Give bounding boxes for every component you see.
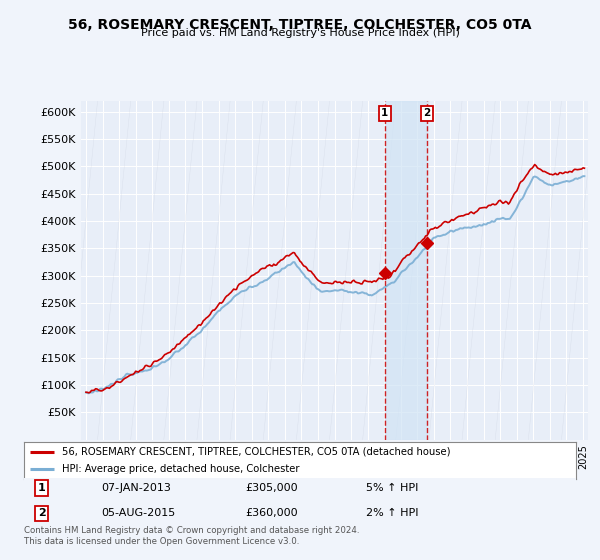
Text: £305,000: £305,000 [245,483,298,493]
Text: 2% ↑ HPI: 2% ↑ HPI [366,508,419,519]
Bar [385,101,427,440]
Text: 05-AUG-2015: 05-AUG-2015 [101,508,176,519]
Text: £360,000: £360,000 [245,508,298,519]
Text: 56, ROSEMARY CRESCENT, TIPTREE, COLCHESTER, CO5 0TA: 56, ROSEMARY CRESCENT, TIPTREE, COLCHEST… [68,18,532,32]
Text: 1: 1 [381,109,388,118]
Text: HPI: Average price, detached house, Colchester: HPI: Average price, detached house, Colc… [62,464,299,474]
Text: 5% ↑ HPI: 5% ↑ HPI [366,483,419,493]
Text: 1: 1 [38,483,46,493]
Text: 56, ROSEMARY CRESCENT, TIPTREE, COLCHESTER, CO5 0TA (detached house): 56, ROSEMARY CRESCENT, TIPTREE, COLCHEST… [62,447,450,457]
Text: Contains HM Land Registry data © Crown copyright and database right 2024.
This d: Contains HM Land Registry data © Crown c… [24,526,359,546]
Text: Price paid vs. HM Land Registry's House Price Index (HPI): Price paid vs. HM Land Registry's House … [140,28,460,38]
Text: 2: 2 [38,508,46,519]
Text: 07-JAN-2013: 07-JAN-2013 [101,483,171,493]
Text: 2: 2 [424,109,431,118]
